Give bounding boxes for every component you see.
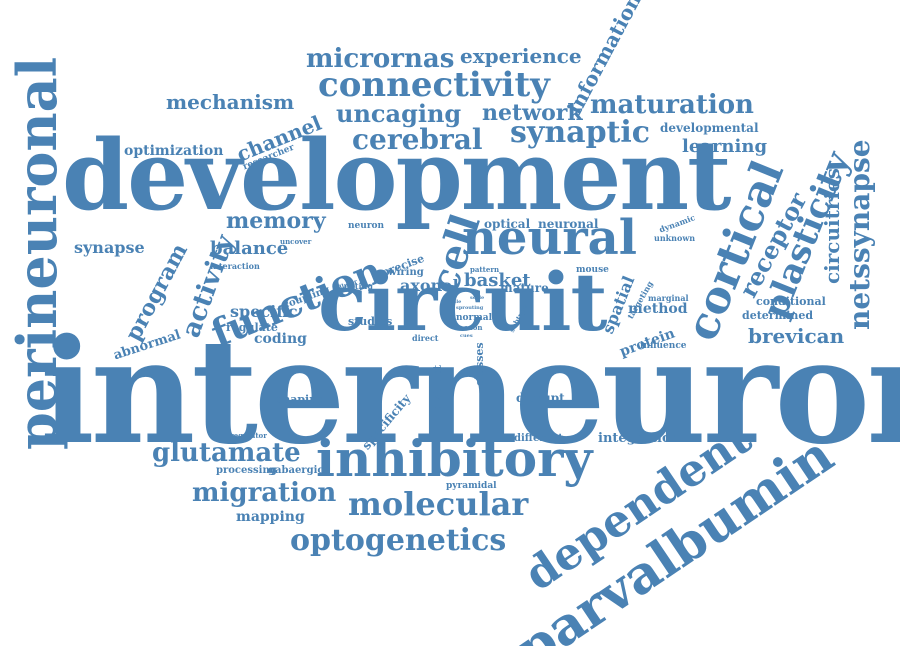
- word-scale: scale: [470, 295, 485, 301]
- word-unknown: unknown: [654, 233, 696, 243]
- word-marginal: marginal: [648, 293, 689, 303]
- word-inhibitory: inhibitory: [316, 429, 593, 488]
- word-sprouting: sprouting: [456, 305, 484, 311]
- word-optimization: optimization: [124, 143, 224, 159]
- word-network: network: [482, 100, 583, 126]
- word-determined: determined: [742, 309, 814, 322]
- word-wiring: wiring: [388, 267, 424, 278]
- word-axon: axon: [464, 323, 483, 332]
- word-neuron: neuron: [348, 221, 385, 231]
- word-gabaergic: gabaergic: [268, 465, 324, 476]
- word-different: different: [514, 433, 563, 444]
- word-studies: studies: [348, 315, 393, 328]
- word-conditional: conditional: [756, 295, 826, 308]
- word-cues: cues: [460, 333, 473, 339]
- word-optical: optical: [484, 217, 531, 231]
- word-circuit: circuit: [318, 255, 607, 349]
- word-integration: integration: [598, 431, 681, 446]
- word-interneuron: interneuron: [40, 307, 900, 476]
- word-distinct: distinct: [431, 364, 444, 412]
- word-circuitries: circuitries: [820, 168, 844, 284]
- word-regulate: regulate: [226, 321, 278, 334]
- word-connectivity: connectivity: [318, 65, 550, 105]
- word-method: method: [628, 301, 688, 317]
- word-processing: processing: [216, 465, 277, 476]
- word-normal: normal: [456, 313, 493, 323]
- word-synapse: synapse: [74, 238, 145, 257]
- word-memory: memory: [226, 208, 326, 234]
- word-direct: direct: [412, 333, 439, 343]
- word-experience: experience: [460, 44, 582, 68]
- word-microrna: micrornas: [306, 44, 455, 74]
- word-mechanism: mechanism: [166, 90, 295, 114]
- word-mature: mature: [500, 281, 549, 295]
- word-cerebral: cerebral: [352, 123, 483, 156]
- word-glutamate: glutamate: [152, 438, 301, 468]
- word-developmental: developmental: [660, 121, 759, 135]
- word-disrupt: disrupt: [516, 391, 565, 405]
- word-brevican: brevican: [748, 324, 845, 348]
- word-synaptic: synaptic: [510, 115, 651, 150]
- word-basket: basket: [464, 270, 531, 291]
- word-shaping: shaping: [276, 393, 325, 406]
- word-netssynapse: netssynapse: [843, 139, 876, 330]
- word-influence: influence: [640, 341, 687, 351]
- word-coding: coding: [254, 331, 307, 347]
- word-optogenetics: optogenetics: [290, 523, 507, 558]
- word-specific: specific: [230, 302, 298, 321]
- word-perineuronal: perineuronal: [5, 56, 69, 450]
- word-pattern: pattern: [470, 265, 500, 274]
- word-classes: classes: [473, 342, 486, 386]
- word-axonal: axonal: [400, 276, 459, 295]
- word-neural: neural: [462, 210, 637, 266]
- word-migration: migration: [192, 478, 337, 508]
- word-molecular: molecular: [348, 485, 529, 523]
- word-mouse: mouse: [576, 265, 609, 275]
- word-neuronal: neuronal: [538, 217, 599, 231]
- word-interaction: interaction: [210, 261, 260, 271]
- word-pyramidal: pyramidal: [446, 481, 497, 491]
- word-mapping: mapping: [236, 509, 305, 525]
- word-balance: balance: [210, 238, 289, 259]
- word-uncover: uncover: [280, 237, 312, 246]
- word-development: development: [62, 119, 731, 232]
- word-gating: gating: [344, 281, 373, 291]
- word-uncaging: uncaging: [336, 99, 462, 128]
- word-rule: rule: [450, 299, 462, 305]
- word-learning: learning: [682, 136, 768, 157]
- word-regulator: regulator: [230, 431, 267, 440]
- word-maturation: maturation: [590, 90, 754, 120]
